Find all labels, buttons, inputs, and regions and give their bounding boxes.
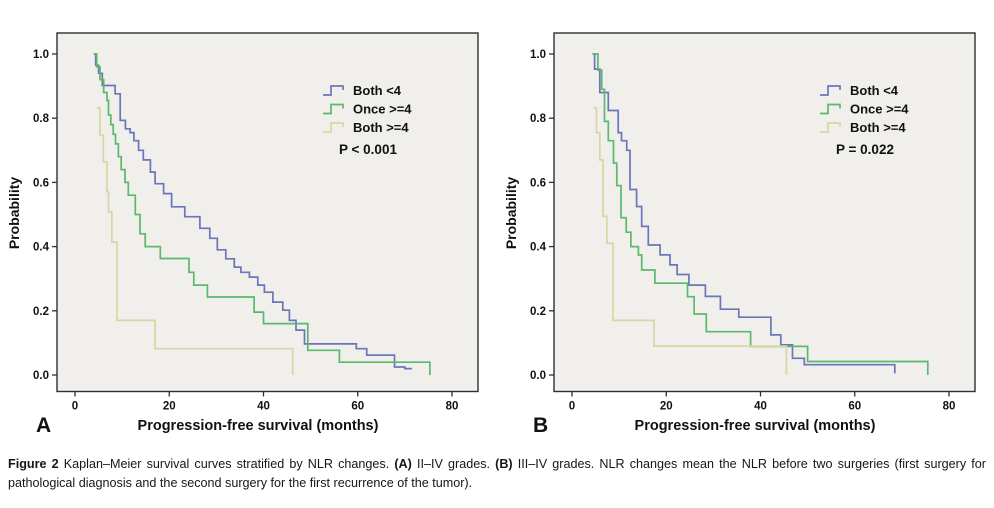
y-tick-label: 0.2 [530,306,546,318]
legend-label-both-4: Both >=4 [353,120,409,135]
km-curve-once-4 [93,53,431,375]
y-axis-title: Probability [503,177,519,250]
y-tick-label: 0.0 [33,370,49,382]
x-tick-label: 0 [569,401,575,413]
legend-label-both-4: Both >=4 [850,120,906,135]
plot-area [553,32,976,393]
km-plot-panel-b: 1.0 0.8 0.6 0.4 0.2 0.0 0 20 40 60 80 Probability Pr… [503,32,976,437]
y-tick-label: 0.4 [33,242,50,254]
x-tick-label: 40 [257,401,270,413]
y-tick-label: 0.6 [33,177,49,189]
p-value-label: P = 0.022 [836,142,894,157]
p-value-label: P < 0.001 [339,142,397,157]
figure-caption: Figure 2 Kaplan–Meier survival curves st… [8,455,986,493]
caption-panel-a-label: (A) [394,457,412,471]
x-tick-label: 20 [660,401,673,413]
legend-symbol-both-4 [323,85,344,96]
legend-label-once-4: Once >=4 [353,102,412,117]
x-tick-label: 80 [446,401,459,413]
caption-text-2: II–IV grades. [411,457,496,471]
caption-panel-b-label: (B) [495,457,513,471]
legend-symbol-once-4 [820,103,841,115]
legend-symbol-both-4 [323,122,344,133]
legend-symbol-both-4 [820,85,841,96]
x-tick-label: 0 [72,401,78,413]
x-tick-label: 20 [163,401,176,413]
legend-label-once-4: Once >=4 [850,102,909,117]
x-axis-title: Progression-free survival (months) [635,418,876,434]
legend-symbol-once-4 [323,103,344,115]
x-tick-label: 60 [848,401,861,413]
y-tick-label: 0.0 [530,370,546,382]
km-panels: 1.0 0.8 0.6 0.4 0.2 0.0 0 20 40 60 80 Probability Pr… [6,32,976,437]
legend-symbol-both-4 [820,122,841,133]
caption-figure-label: Figure 2 [8,457,59,471]
y-tick-label: 1.0 [530,49,546,61]
km-curve-once-4 [592,53,929,375]
y-tick-label: 0.6 [530,177,546,189]
x-tick-label: 40 [754,401,767,413]
km-curve-both-4 [593,106,788,375]
y-tick-label: 0.8 [530,113,547,125]
panel-letter: B [533,414,548,437]
x-tick-label: 60 [351,401,364,413]
y-tick-label: 0.2 [33,306,49,318]
km-plot-panel-a: 1.0 0.8 0.6 0.4 0.2 0.0 0 20 40 60 80 Probability Pr… [6,32,479,437]
caption-text-3: III–IV grades. NLR changes mean the NLR … [8,457,986,491]
x-axis-title: Progression-free survival (months) [138,418,379,434]
x-tick-label: 80 [943,401,956,413]
y-axis-title: Probability [6,177,22,250]
km-curve-both-4 [593,53,896,374]
km-curve-both-4 [93,53,412,370]
plot-area [56,32,479,393]
caption-text-1: Kaplan–Meier survival curves stratified … [58,457,395,471]
y-tick-label: 0.8 [33,113,50,125]
legend-label-both-4: Both <4 [850,83,899,98]
panel-letter: A [36,414,51,437]
y-tick-label: 0.4 [530,242,547,254]
km-curve-both-4 [96,106,294,375]
legend-label-both-4: Both <4 [353,83,402,98]
y-tick-label: 1.0 [33,49,49,61]
